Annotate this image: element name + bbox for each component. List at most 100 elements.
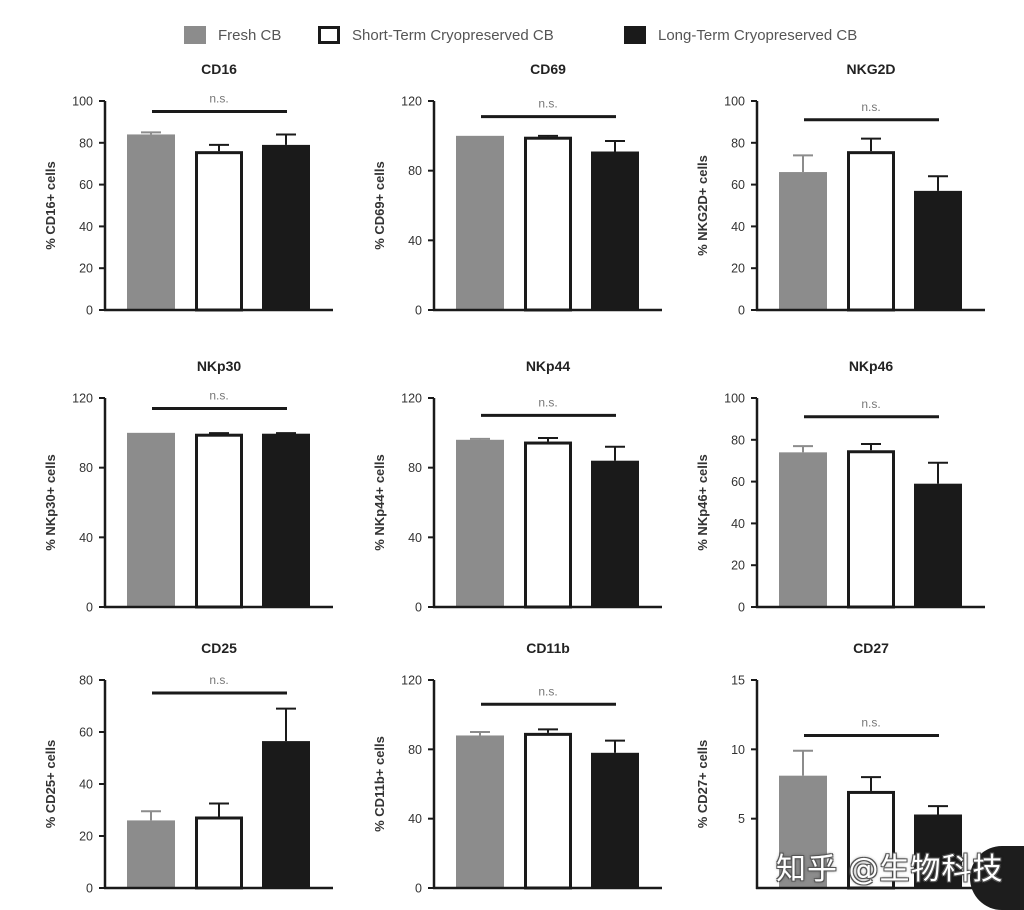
bar-chart-panel: NKp46 % NKp46+ cells 0 20 40 60 80 100 n.s. (695, 358, 985, 615)
y-tick-label: 20 (79, 262, 93, 276)
bar (847, 450, 895, 609)
y-tick-label: 80 (408, 461, 422, 475)
y-tick-label: 40 (408, 234, 422, 248)
y-tick-label: 60 (79, 178, 93, 192)
significance-label: n.s. (209, 91, 228, 105)
y-tick-label: 80 (79, 674, 93, 688)
y-axis-label: % NKG2D+ cells (695, 155, 710, 256)
significance-label: n.s. (861, 397, 880, 411)
bar (779, 775, 827, 888)
legend-label: Long-Term Cryopreserved CB (658, 26, 858, 44)
bar (524, 732, 572, 890)
y-tick-label: 80 (731, 433, 745, 447)
bar (195, 433, 243, 609)
y-tick-label: 20 (79, 830, 93, 844)
significance-label: n.s. (861, 715, 880, 729)
y-tick-label: 40 (731, 220, 745, 234)
y-tick-label: 0 (415, 882, 422, 896)
significance-label: n.s. (538, 395, 557, 409)
significance-label: n.s. (861, 100, 880, 114)
chart-title: CD11b (526, 640, 570, 656)
y-tick-label: 120 (401, 95, 422, 109)
y-tick-label: 100 (724, 95, 745, 109)
watermark-artifact (970, 846, 1024, 910)
bar (591, 151, 639, 310)
y-tick-label: 0 (738, 601, 745, 615)
y-tick-label: 80 (731, 136, 745, 150)
chart-title: NKp46 (849, 358, 894, 374)
y-tick-label: 0 (86, 304, 93, 318)
chart-title: NKG2D (846, 61, 895, 77)
bar (195, 151, 243, 312)
legend-swatch (184, 26, 206, 44)
bar-chart-panel: CD69 % CD69+ cells 0 40 80 120 n.s. (372, 61, 662, 318)
y-tick-label: 40 (79, 531, 93, 545)
y-tick-label: 60 (731, 178, 745, 192)
y-tick-label: 20 (731, 262, 745, 276)
y-tick-label: 15 (731, 674, 745, 688)
y-axis-label: % NKp44+ cells (372, 454, 387, 550)
y-tick-label: 80 (79, 136, 93, 150)
bar (127, 820, 175, 888)
bar-chart-panel: NKp30 % NKp30+ cells 0 40 80 120 n.s. (43, 358, 333, 615)
y-tick-label: 120 (72, 392, 93, 406)
legend-swatch (624, 26, 646, 44)
legend-item: Fresh CB (184, 22, 281, 48)
y-tick-label: 40 (408, 812, 422, 826)
y-axis-label: % NKp46+ cells (695, 454, 710, 550)
y-axis-label: % NKp30+ cells (43, 454, 58, 550)
bar (591, 460, 639, 607)
legend-item: Short-Term Cryopreserved CB (318, 22, 554, 48)
y-tick-label: 60 (731, 475, 745, 489)
y-tick-label: 40 (79, 220, 93, 234)
legend-label: Short-Term Cryopreserved CB (352, 26, 554, 44)
y-tick-label: 60 (79, 726, 93, 740)
bar-chart-panel: NKG2D % NKG2D+ cells 0 20 40 60 80 100 n.s. (695, 61, 985, 318)
significance-label: n.s. (209, 388, 228, 402)
bar (456, 735, 504, 888)
y-tick-label: 100 (72, 95, 93, 109)
bar (456, 439, 504, 607)
y-tick-label: 120 (401, 392, 422, 406)
chart-title: NKp30 (197, 358, 242, 374)
y-tick-label: 80 (408, 164, 422, 178)
legend-item: Long-Term Cryopreserved CB (624, 22, 857, 48)
y-axis-label: % CD27+ cells (695, 740, 710, 829)
y-tick-label: 80 (408, 743, 422, 757)
legend-swatch (318, 26, 340, 44)
bar (262, 741, 310, 888)
legend: Fresh CB Short-Term Cryopreserved CB Long-… (0, 22, 1024, 48)
bar (591, 752, 639, 888)
significance-label: n.s. (209, 673, 228, 687)
y-tick-label: 0 (86, 882, 93, 896)
y-tick-label: 40 (731, 517, 745, 531)
bar-chart-panel: CD27 % CD27+ cells 5 10 15 n.s. (695, 640, 985, 890)
legend-label: Fresh CB (218, 26, 282, 44)
bar-chart-panel: NKp44 % NKp44+ cells 0 40 80 120 n.s. (372, 358, 662, 615)
chart-title: CD25 (201, 640, 237, 656)
bar (914, 190, 962, 310)
y-tick-label: 20 (731, 559, 745, 573)
bar (127, 134, 175, 310)
bar (195, 816, 243, 890)
bar (456, 135, 504, 310)
bar (127, 432, 175, 607)
bar (914, 483, 962, 607)
bar (524, 136, 572, 312)
significance-label: n.s. (538, 684, 557, 698)
y-tick-label: 40 (408, 531, 422, 545)
bar (847, 151, 895, 312)
bar (779, 172, 827, 310)
chart-title: CD69 (530, 61, 566, 77)
y-tick-label: 0 (415, 601, 422, 615)
bar (847, 790, 895, 890)
bar (262, 144, 310, 310)
y-tick-label: 10 (731, 743, 745, 757)
y-axis-label: % CD25+ cells (43, 740, 58, 829)
watermark-text: 知乎 @生物科技 (776, 852, 1004, 887)
bar (524, 441, 572, 609)
y-axis-label: % CD16+ cells (43, 161, 58, 250)
bar (779, 452, 827, 607)
bar-chart-panel: CD11b % CD11b+ cells 0 40 80 120 n.s. (372, 640, 662, 896)
